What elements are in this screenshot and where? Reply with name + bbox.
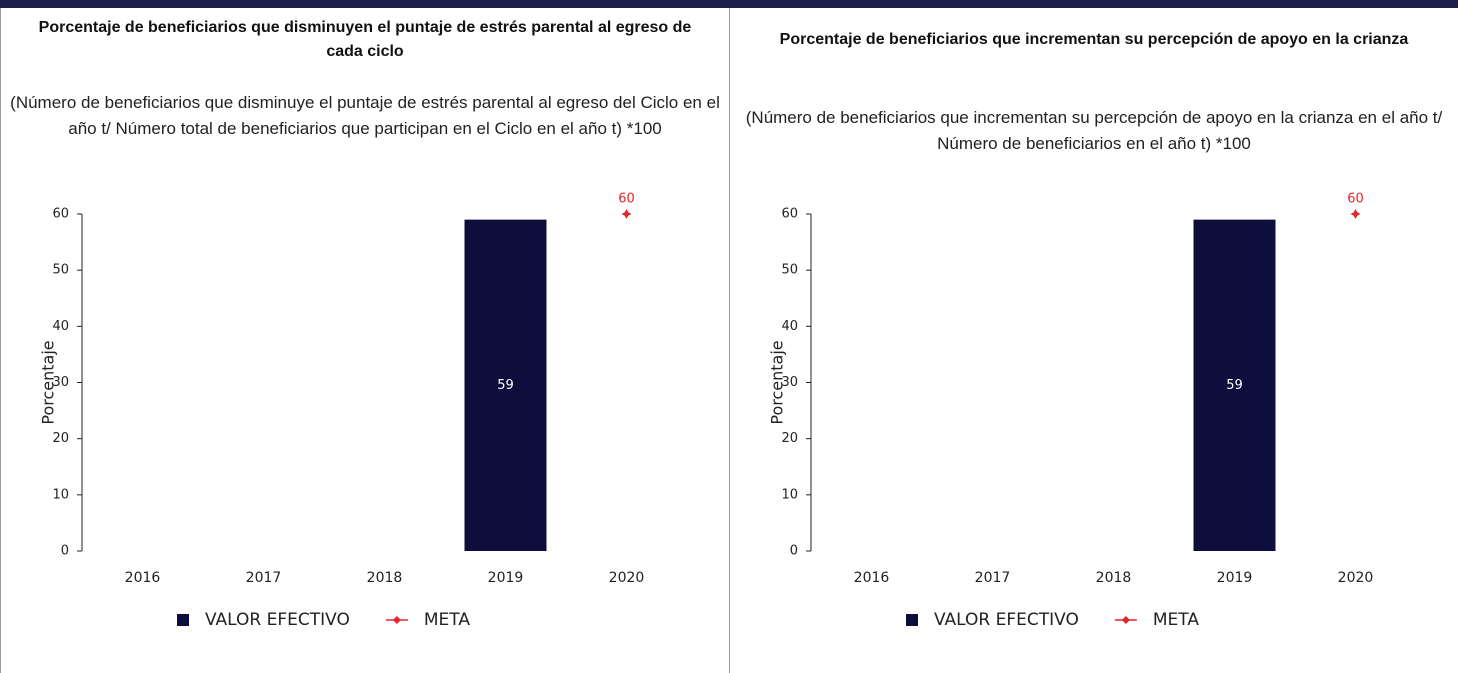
y-tick-label: 20 bbox=[781, 431, 798, 446]
y-tick-label: 60 bbox=[52, 207, 69, 222]
panel: Porcentaje de beneficiarios que incremen… bbox=[729, 8, 1458, 673]
bar bbox=[464, 219, 547, 551]
y-tick-label: 50 bbox=[781, 263, 798, 278]
point-value-label: 60 bbox=[618, 192, 635, 207]
legend-label: META bbox=[1153, 610, 1199, 630]
y-tick-label: 10 bbox=[781, 487, 798, 502]
y-axis-label: Porcentaje bbox=[768, 340, 787, 424]
legend-label: VALOR EFECTIVO bbox=[934, 610, 1079, 630]
panel: Porcentaje de beneficiarios que disminuy… bbox=[0, 8, 729, 673]
y-tick-label: 40 bbox=[781, 319, 798, 334]
chart-title: Porcentaje de beneficiarios que disminuy… bbox=[38, 19, 692, 60]
x-tick-label: 2017 bbox=[975, 570, 1011, 586]
legend-swatch bbox=[1121, 616, 1130, 624]
y-tick-label: 40 bbox=[52, 319, 69, 334]
y-tick-label: 10 bbox=[52, 487, 69, 502]
y-tick-label: 20 bbox=[52, 431, 69, 446]
chart-subtitle: (Número de beneficiarios que disminuye e… bbox=[10, 93, 720, 138]
legend-swatch bbox=[906, 614, 918, 626]
x-tick-label: 2017 bbox=[246, 570, 282, 586]
bar-value-label: 59 bbox=[1226, 378, 1243, 393]
x-tick-label: 2018 bbox=[367, 570, 403, 586]
x-tick-label: 2020 bbox=[1338, 570, 1374, 586]
y-tick-label: 30 bbox=[52, 375, 69, 390]
y-tick-label: 0 bbox=[61, 544, 69, 559]
header-band bbox=[0, 0, 1458, 8]
legend-swatch bbox=[177, 614, 189, 626]
x-tick-label: 2020 bbox=[609, 570, 645, 586]
chart: Porcentaje 0 10 20 30 40 50 60 2016 2017 2018 2019 2… bbox=[768, 192, 1374, 631]
chart: Porcentaje 0 10 20 30 40 50 60 2016 2017 2018 2019 2… bbox=[39, 192, 645, 631]
bar bbox=[1193, 219, 1276, 551]
y-tick-label: 60 bbox=[781, 207, 798, 222]
y-tick-label: 50 bbox=[52, 263, 69, 278]
legend-swatch bbox=[392, 616, 401, 624]
x-tick-label: 2018 bbox=[1096, 570, 1132, 586]
legend-label: META bbox=[424, 610, 470, 630]
y-tick-label: 30 bbox=[781, 375, 798, 390]
meta-point bbox=[621, 209, 632, 219]
point-value-label: 60 bbox=[1347, 192, 1364, 207]
bar-value-label: 59 bbox=[497, 378, 514, 393]
x-tick-label: 2016 bbox=[854, 570, 890, 586]
x-tick-label: 2019 bbox=[488, 570, 524, 586]
y-axis-label: Porcentaje bbox=[39, 340, 58, 424]
y-tick-label: 0 bbox=[790, 544, 798, 559]
x-tick-label: 2016 bbox=[125, 570, 161, 586]
chart-title: Porcentaje de beneficiarios que incremen… bbox=[779, 31, 1409, 48]
meta-point bbox=[1350, 209, 1361, 219]
chart-subtitle: (Número de beneficiarios que incrementan… bbox=[745, 108, 1443, 153]
legend-label: VALOR EFECTIVO bbox=[205, 610, 350, 630]
x-tick-label: 2019 bbox=[1217, 570, 1253, 586]
